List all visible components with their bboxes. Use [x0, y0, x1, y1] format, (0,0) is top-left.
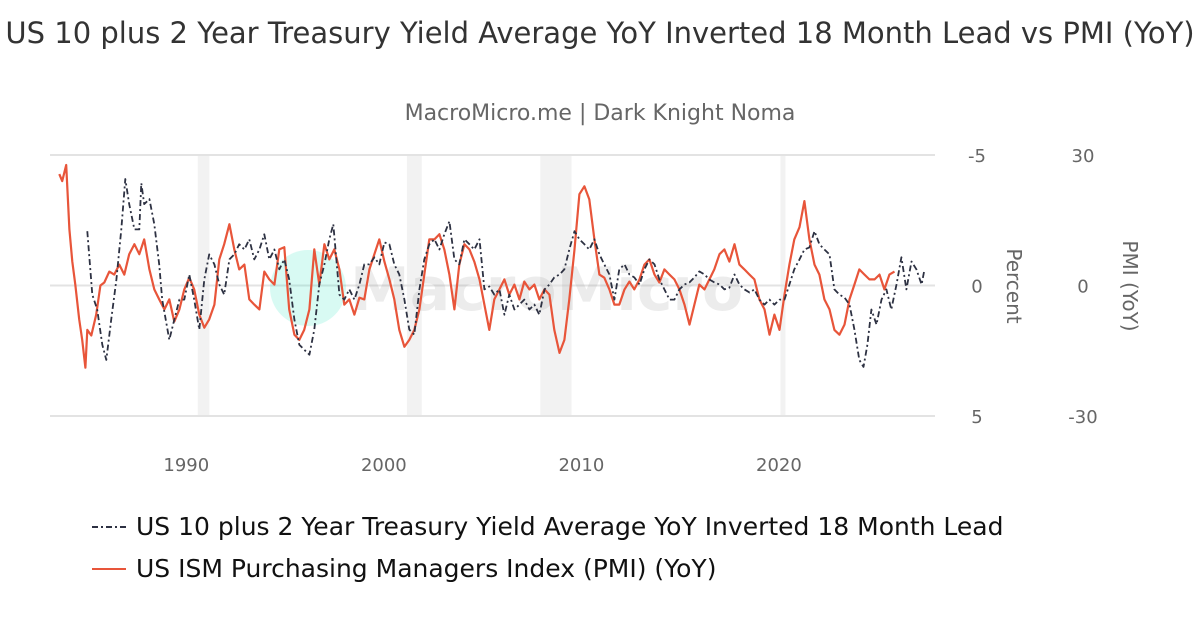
x-tick-label: 2000	[361, 455, 407, 476]
left-tick-label: 5	[971, 407, 982, 428]
x-tick-label: 2010	[558, 455, 604, 476]
legend-item-treasury[interactable]: US 10 plus 2 Year Treasury Yield Average…	[92, 512, 1003, 541]
chart-subtitle: MacroMicro.me | Dark Knight Noma	[404, 101, 796, 126]
legend-label: US 10 plus 2 Year Treasury Yield Average…	[136, 512, 1004, 541]
left-tick-label: 0	[971, 277, 982, 298]
x-tick-label: 2020	[756, 455, 802, 476]
dash-dot-line-icon	[92, 525, 126, 528]
treasury-yield-line	[86, 178, 926, 368]
right-tick-label: 30	[1072, 146, 1095, 167]
x-tick-label: 1990	[163, 455, 209, 476]
left-axis-ticks: -5 0 5	[968, 146, 986, 428]
watermark-text: MacroMicro	[350, 255, 743, 325]
solid-line-icon	[92, 567, 126, 570]
legend-label: US ISM Purchasing Managers Index (PMI) (…	[136, 554, 717, 583]
series-lines	[58, 163, 926, 369]
pmi-line	[58, 163, 896, 369]
x-axis-ticks: 1990 2000 2010 2020	[163, 455, 801, 476]
right-tick-label: -30	[1068, 407, 1097, 428]
left-axis-title: Percent	[1002, 248, 1026, 323]
right-axis-title: PMI (YoY)	[1118, 240, 1142, 331]
left-tick-label: -5	[968, 146, 986, 167]
right-tick-label: 0	[1077, 277, 1088, 298]
gridlines	[50, 154, 935, 417]
right-axis-ticks: 30 0 -30	[1068, 146, 1097, 428]
legend-item-pmi[interactable]: US ISM Purchasing Managers Index (PMI) (…	[92, 554, 716, 583]
chart-title: US 10 plus 2 Year Treasury Yield Average…	[5, 16, 1195, 50]
